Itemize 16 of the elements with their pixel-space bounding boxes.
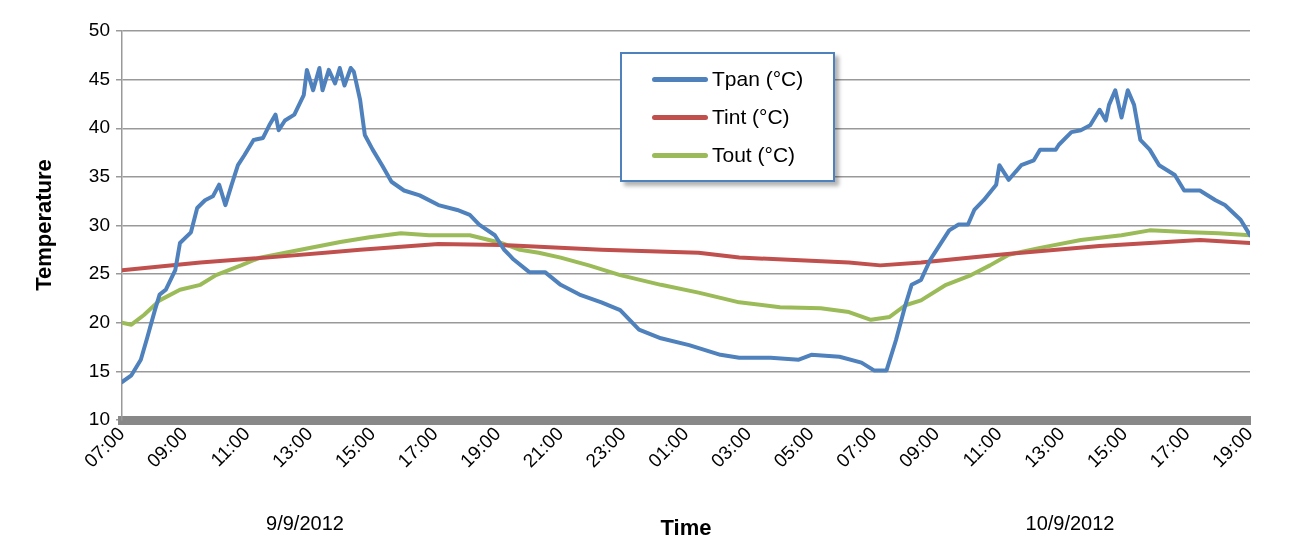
text: 10/9/2012 [1025, 511, 1115, 535]
y-tick-label: 10 [88, 408, 110, 430]
legend-label: Tint (°C) [712, 105, 790, 129]
x-axis-title: Time [660, 515, 712, 541]
text: 9/9/2012 [266, 511, 344, 535]
legend-label: Tpan (°C) [712, 67, 804, 91]
y-tick-label: 50 [88, 19, 110, 41]
y-tick-label: 45 [88, 67, 110, 89]
y-tick-label: 35 [88, 165, 110, 187]
y-tick-label: 40 [88, 116, 110, 138]
y-tick-label: 30 [88, 213, 110, 235]
legend-label: Tout (°C) [712, 143, 796, 167]
y-tick-label: 20 [88, 310, 110, 332]
y-axis-title: Temperature [31, 159, 57, 291]
y-tick-label: 15 [88, 359, 110, 381]
y-tick-label: 25 [88, 262, 110, 284]
